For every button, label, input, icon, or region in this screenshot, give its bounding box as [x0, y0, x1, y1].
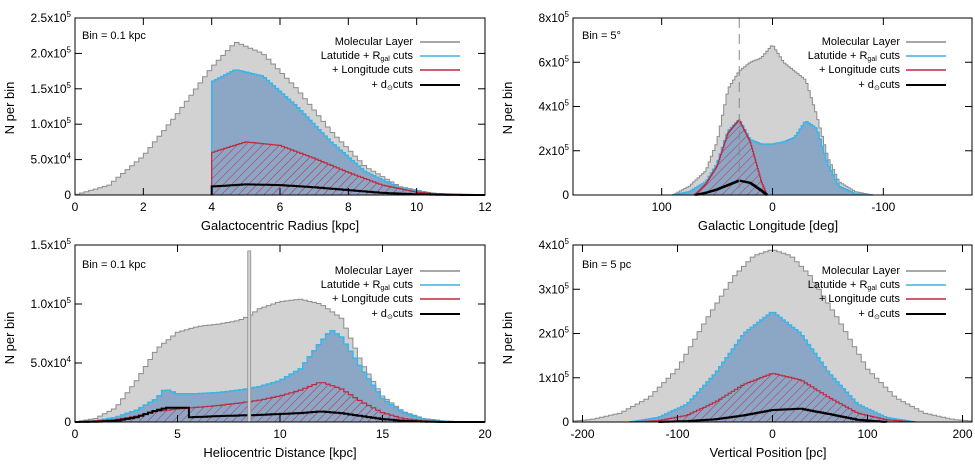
- p1-ylabel: N per bin: [2, 82, 17, 135]
- p3-spike: [247, 250, 252, 423]
- p2-series-3-line: [693, 179, 768, 196]
- p3-ylabel: N per bin: [2, 312, 17, 365]
- p4-xtick-label-3: 100: [857, 427, 877, 441]
- p1-xtick-label-0: 0: [72, 200, 79, 214]
- p2-legend-latitude: Latutide + Rgal cuts: [808, 50, 901, 63]
- p4-legend-molecular: Molecular Layer: [822, 265, 901, 277]
- p4-xtick-label-1: -100: [665, 427, 689, 441]
- p1-xtick-label-1: 2: [140, 200, 147, 214]
- p2-bin-label: Bin = 5°: [582, 30, 621, 42]
- p3-xlabel: Heliocentric Distance [kpc]: [203, 445, 356, 460]
- panel-vertical-position: -200 -100 0 100 200 0 1x105 2x105 3x105 4x105 N p…: [500, 237, 973, 460]
- p4-series-1-line: [629, 311, 916, 423]
- p1-legend-dsun: + d⊙cuts: [371, 79, 413, 92]
- p4-xlabel: Vertical Position [pc]: [709, 445, 826, 460]
- p4-series-3-line: [658, 407, 888, 423]
- p2-legend-molecular: Molecular Layer: [822, 36, 901, 48]
- p4-xtick-label-2: 0: [769, 427, 776, 441]
- p3-xtick-label-0: 0: [72, 427, 79, 441]
- p1-legend-molecular: Molecular Layer: [335, 36, 414, 48]
- p3-ytick-label-2: 1.0x105: [31, 296, 72, 311]
- p1-series-3-line: [210, 183, 485, 196]
- p3-series-0-fill: [75, 299, 485, 422]
- p4-bin-label: Bin = 5 pc: [582, 259, 632, 271]
- p1-ytick-label-4: 2.0x105: [31, 45, 72, 60]
- p3-legend-dsun: + d⊙cuts: [371, 308, 413, 321]
- p4-ylabel: N per bin: [500, 312, 515, 365]
- p1-xtick-label-2: 4: [208, 200, 215, 214]
- p3-series-2-fill: [75, 382, 485, 422]
- p4-ytick-label-3: 3x105: [539, 281, 570, 296]
- p1-ytick-label-2: 1.0x105: [31, 116, 72, 131]
- p3-series-1-fill: [75, 330, 485, 422]
- p3-plot-area: 0 5 10 15 20 0 5.0x104 1.0x105 1.5x105: [31, 237, 492, 441]
- p1-series-2-line: [211, 141, 485, 196]
- p2-xtick-label-0: 100: [652, 200, 672, 214]
- p4-xtick-label-0: -200: [570, 427, 594, 441]
- p2-ytick-label-0: 0: [562, 188, 569, 202]
- p3-legend: Molecular Layer Latutide + Rgal cuts + L…: [321, 265, 460, 321]
- p1-xtick-label-4: 8: [345, 200, 352, 214]
- p2-series-2-fill: [694, 120, 767, 195]
- p4-plot-area: -200 -100 0 100 200 0 1x105 2x105 3x105 4x105: [539, 237, 973, 441]
- p2-series-1-line: [672, 120, 874, 196]
- p3-legend-latitude: Latutide + Rgal cuts: [321, 279, 414, 292]
- p2-legend-longitude: + Longitude cuts: [819, 64, 901, 76]
- p1-bin-label: Bin = 0.1 kpc: [82, 30, 146, 42]
- p3-legend-longitude: + Longitude cuts: [332, 293, 414, 305]
- p2-ytick-label-2: 4x105: [539, 99, 570, 114]
- p1-legend-latitude: Latutide + Rgal cuts: [321, 50, 414, 63]
- p3-bin-label: Bin = 0.1 kpc: [82, 259, 146, 271]
- p2-ylabel: N per bin: [500, 82, 515, 135]
- p3-ytick-label-0: 0: [64, 415, 71, 429]
- p2-xtick-label-1: 0: [769, 200, 776, 214]
- p4-legend-latitude: Latutide + Rgal cuts: [808, 279, 901, 292]
- p1-xlabel: Galactocentric Radius [kpc]: [201, 218, 359, 233]
- p4-legend-longitude: + Longitude cuts: [819, 293, 901, 305]
- p1-ytick-label-5: 2.5x105: [31, 10, 72, 25]
- p3-series-3-line: [75, 406, 485, 423]
- p1-ytick-label-0: 0: [64, 188, 71, 202]
- p4-series-1-fill: [630, 312, 915, 422]
- p1-plot-area: 0 2 4 6 8 10 12 0 5.0x104 1.0x105 1.5x105 2.0x105 2.…: [31, 10, 492, 214]
- p1-xtick-label-6: 12: [478, 200, 492, 214]
- p1-xtick-label-3: 6: [277, 200, 284, 214]
- p4-ytick-label-0: 0: [562, 415, 569, 429]
- p3-series-1-line: [74, 329, 485, 423]
- p2-series-0-line: [672, 45, 873, 196]
- p3-xtick-label-4: 20: [478, 427, 492, 441]
- p4-xtick-label-4: 200: [952, 427, 972, 441]
- panel-heliocentric-distance: 0 5 10 15 20 0 5.0x104 1.0x105 1.5x105 N per bin…: [2, 237, 492, 460]
- p3-legend-molecular: Molecular Layer: [335, 265, 414, 277]
- p1-ytick-label-1: 5.0x104: [31, 152, 72, 167]
- p2-series-2-line: [694, 119, 768, 196]
- p3-ytick-label-1: 5.0x104: [31, 355, 72, 370]
- p2-xlabel: Galactic Longitude [deg]: [698, 218, 838, 233]
- p1-legend-longitude: + Longitude cuts: [332, 64, 414, 76]
- p2-xtick-label-2: -100: [871, 200, 895, 214]
- p2-ytick-label-3: 6x105: [539, 54, 570, 69]
- p2-plot-area: 100 0 -100 0 2x105 4x105 6x105 8x105: [539, 10, 973, 214]
- p4-ytick-label-1: 1x105: [539, 370, 570, 385]
- p1-ytick-label-3: 1.5x105: [31, 81, 72, 96]
- p1-series-2-fill: [211, 142, 485, 195]
- p3-xtick-label-1: 5: [174, 427, 181, 441]
- p4-series-2-fill: [630, 373, 915, 422]
- p1-legend: Molecular Layer Latutide + Rgal cuts + L…: [321, 36, 460, 92]
- p4-ytick-label-4: 4x105: [539, 237, 570, 252]
- p2-ytick-label-4: 8x105: [539, 10, 570, 25]
- p2-ytick-label-1: 2x105: [539, 143, 570, 158]
- p2-legend: Molecular Layer Latutide + Rgal cuts + L…: [808, 36, 946, 92]
- p3-xtick-label-3: 15: [376, 427, 390, 441]
- panel-galactocentric-radius: 0 2 4 6 8 10 12 0 5.0x104 1.0x105 1.5x105 2.0x105 2.…: [2, 10, 492, 233]
- p4-legend: Molecular Layer Latutide + Rgal cuts + L…: [808, 265, 946, 321]
- p2-legend-dsun: + d⊙cuts: [858, 79, 900, 92]
- p3-ytick-label-3: 1.5x105: [31, 237, 72, 252]
- p1-xtick-label-5: 10: [410, 200, 424, 214]
- p3-xtick-label-2: 10: [273, 427, 287, 441]
- p4-ytick-label-2: 2x105: [539, 326, 570, 341]
- p4-legend-dsun: + d⊙cuts: [858, 308, 900, 321]
